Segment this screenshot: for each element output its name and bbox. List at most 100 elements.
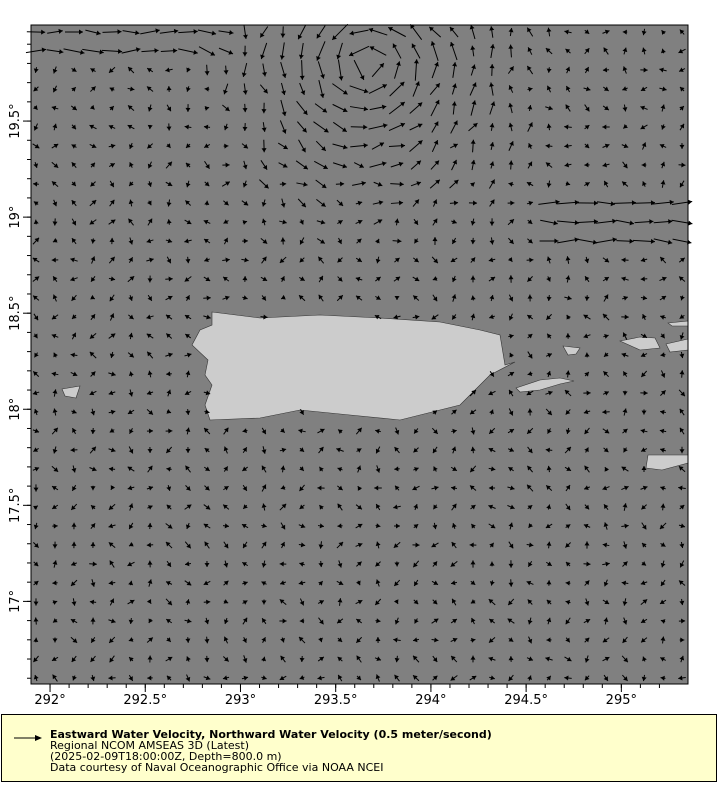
velocity-vector bbox=[452, 62, 458, 78]
velocity-vector bbox=[108, 256, 116, 264]
velocity-vector bbox=[583, 390, 591, 396]
velocity-vector bbox=[583, 333, 591, 339]
velocity-vector bbox=[51, 161, 59, 169]
velocity-vector bbox=[508, 466, 514, 472]
velocity-vector bbox=[203, 276, 211, 282]
velocity-vector bbox=[204, 447, 210, 453]
velocity-vector bbox=[508, 333, 514, 339]
velocity-vector bbox=[336, 199, 344, 207]
velocity-vector bbox=[430, 41, 439, 61]
velocity-vector bbox=[622, 617, 628, 625]
velocity-vector bbox=[603, 503, 609, 511]
velocity-vector bbox=[317, 485, 325, 491]
velocity-vector bbox=[394, 561, 400, 567]
velocity-vector bbox=[223, 200, 229, 206]
velocity-vector bbox=[660, 542, 666, 547]
velocity-vector bbox=[622, 66, 628, 74]
velocity-vector bbox=[242, 25, 248, 39]
velocity-vector bbox=[507, 371, 515, 377]
velocity-vector bbox=[451, 598, 457, 606]
velocity-vector bbox=[337, 560, 343, 568]
velocity-vector bbox=[527, 371, 533, 377]
velocity-vector bbox=[280, 198, 286, 208]
velocity-vector bbox=[32, 295, 40, 301]
velocity-vector bbox=[393, 314, 401, 320]
velocity-vector bbox=[146, 314, 154, 320]
velocity-vector bbox=[223, 123, 229, 131]
x-tick-label: 294.5° bbox=[504, 693, 548, 708]
velocity-vector bbox=[33, 617, 39, 625]
velocity-vector bbox=[185, 200, 191, 206]
velocity-vector bbox=[660, 619, 666, 624]
velocity-vector bbox=[318, 617, 324, 625]
velocity-vector bbox=[165, 276, 173, 282]
velocity-vector bbox=[449, 26, 459, 38]
velocity-vector bbox=[165, 352, 173, 358]
velocity-vector bbox=[352, 180, 366, 186]
velocity-vector bbox=[659, 276, 667, 282]
velocity-vector bbox=[147, 560, 153, 568]
velocity-vector bbox=[128, 371, 134, 377]
velocity-vector bbox=[450, 560, 458, 568]
velocity-vector bbox=[90, 485, 96, 491]
velocity-vector bbox=[394, 485, 400, 491]
velocity-vector bbox=[71, 86, 77, 92]
velocity-vector bbox=[204, 617, 210, 625]
velocity-vector bbox=[128, 541, 134, 547]
y-tick-label: 17.5° bbox=[8, 488, 23, 523]
velocity-vector bbox=[109, 294, 115, 302]
velocity-vector bbox=[108, 503, 116, 511]
velocity-vector bbox=[565, 427, 571, 435]
velocity-vector bbox=[640, 276, 648, 282]
velocity-vector bbox=[90, 68, 96, 73]
velocity-vector bbox=[621, 655, 629, 663]
velocity-vector bbox=[470, 637, 476, 643]
velocity-vector bbox=[451, 523, 457, 529]
velocity-vector bbox=[564, 675, 572, 681]
velocity-vector bbox=[584, 295, 590, 301]
velocity-vector bbox=[431, 427, 439, 435]
velocity-vector bbox=[109, 199, 115, 207]
velocity-vector bbox=[32, 466, 40, 472]
velocity-vector bbox=[564, 446, 572, 454]
velocity-vector bbox=[527, 599, 533, 605]
velocity-vector bbox=[641, 409, 647, 415]
velocity-vector bbox=[222, 276, 230, 282]
velocity-vector bbox=[296, 181, 308, 187]
velocity-vector bbox=[679, 541, 685, 549]
velocity-vector bbox=[545, 561, 553, 567]
velocity-vector bbox=[33, 542, 39, 548]
velocity-vector bbox=[314, 103, 328, 113]
velocity-vector bbox=[508, 313, 514, 321]
velocity-vector bbox=[469, 675, 477, 681]
velocity-vector bbox=[430, 99, 440, 117]
velocity-vector bbox=[621, 314, 629, 320]
velocity-vector bbox=[557, 237, 579, 244]
velocity-vector bbox=[526, 656, 534, 661]
land-virgin-islands bbox=[619, 336, 661, 351]
velocity-vector bbox=[413, 467, 419, 472]
velocity-vector bbox=[469, 24, 476, 40]
velocity-vector bbox=[33, 522, 39, 530]
velocity-vector bbox=[184, 219, 192, 225]
velocity-vector bbox=[412, 637, 420, 643]
velocity-vector bbox=[166, 484, 172, 492]
velocity-vector bbox=[33, 86, 39, 92]
velocity-vector bbox=[565, 66, 571, 74]
velocity-vector bbox=[52, 560, 58, 568]
velocity-vector bbox=[71, 144, 77, 149]
velocity-vector bbox=[546, 504, 552, 510]
velocity-vector bbox=[489, 314, 495, 320]
velocity-vector bbox=[223, 580, 229, 586]
y-tick-label: 17° bbox=[8, 590, 23, 613]
velocity-vector bbox=[678, 276, 686, 282]
velocity-vector bbox=[488, 466, 496, 472]
velocity-vector bbox=[394, 61, 401, 79]
velocity-vector bbox=[565, 524, 571, 529]
velocity-vector bbox=[373, 181, 383, 187]
x-tick-label: 293.5° bbox=[314, 693, 358, 708]
velocity-vector bbox=[488, 636, 496, 644]
velocity-vector bbox=[71, 409, 77, 414]
velocity-vector bbox=[375, 618, 381, 624]
velocity-vector bbox=[489, 371, 495, 377]
